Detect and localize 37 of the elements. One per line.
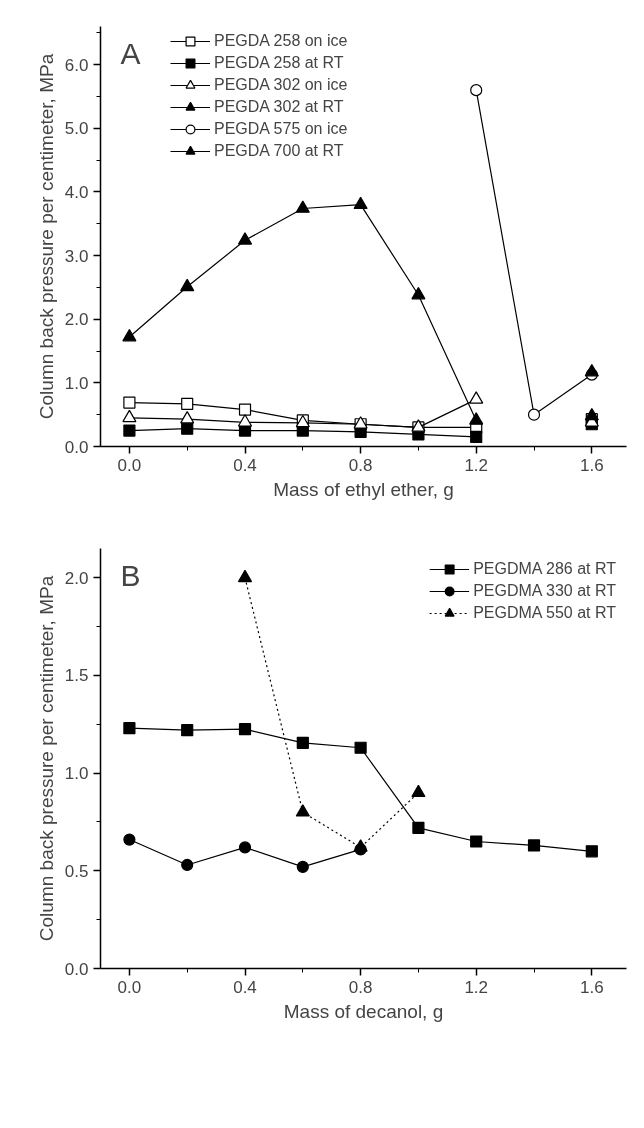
x-axis-title: Mass of ethyl ether, g: [273, 478, 454, 500]
legend-label: PEGDA 575 on ice: [214, 119, 348, 139]
legend-label: PEGDMA 286 at RT: [473, 559, 616, 579]
y-tick-label: 4.0: [64, 182, 89, 202]
y-tick-label: 1.0: [64, 764, 89, 784]
x-tick-label: 0.4: [233, 455, 257, 475]
x-tick-label: 0.0: [117, 455, 142, 475]
annotation: B: [120, 558, 141, 592]
legend-label: PEGDA 258 on ice: [214, 31, 348, 51]
y-tick-label: 1.0: [64, 373, 89, 393]
y-tick-label: 5.0: [64, 119, 89, 139]
x-tick-label: 0.8: [348, 455, 373, 475]
x-tick-label: 0.4: [233, 977, 257, 997]
legend-label: PEGDA 700 at RT: [214, 141, 344, 161]
x-tick-label: 0.8: [348, 977, 373, 997]
y-tick-label: 0.0: [64, 959, 89, 979]
y-axis-title: Column back pressure per centimeter, MPa: [35, 575, 57, 942]
y-tick-label: 2.0: [64, 310, 89, 330]
y-axis-title: Column back pressure per centimeter, MPa: [35, 53, 57, 420]
y-tick-label: 0.0: [64, 437, 89, 457]
y-tick-label: 2.0: [64, 568, 89, 588]
y-tick-label: 3.0: [64, 246, 89, 266]
legend-label: PEGDA 302 at RT: [214, 97, 344, 117]
y-tick-label: 0.5: [64, 861, 89, 881]
x-tick-label: 0.0: [117, 977, 142, 997]
y-tick-label: 1.5: [64, 666, 89, 686]
y-tick-label: 6.0: [64, 55, 89, 75]
x-tick-label: 1.2: [464, 977, 489, 997]
legend-label: PEGDA 258 at RT: [214, 53, 344, 73]
annotation: A: [120, 36, 141, 70]
x-tick-label: 1.2: [464, 455, 489, 475]
x-tick-label: 1.6: [580, 977, 604, 997]
legend-label: PEGDMA 550 at RT: [473, 603, 616, 623]
legend-label: PEGDA 302 on ice: [214, 75, 348, 95]
x-tick-label: 1.6: [580, 455, 604, 475]
x-axis-title: Mass of decanol, g: [283, 1000, 444, 1022]
legend-label: PEGDMA 330 at RT: [473, 581, 616, 601]
